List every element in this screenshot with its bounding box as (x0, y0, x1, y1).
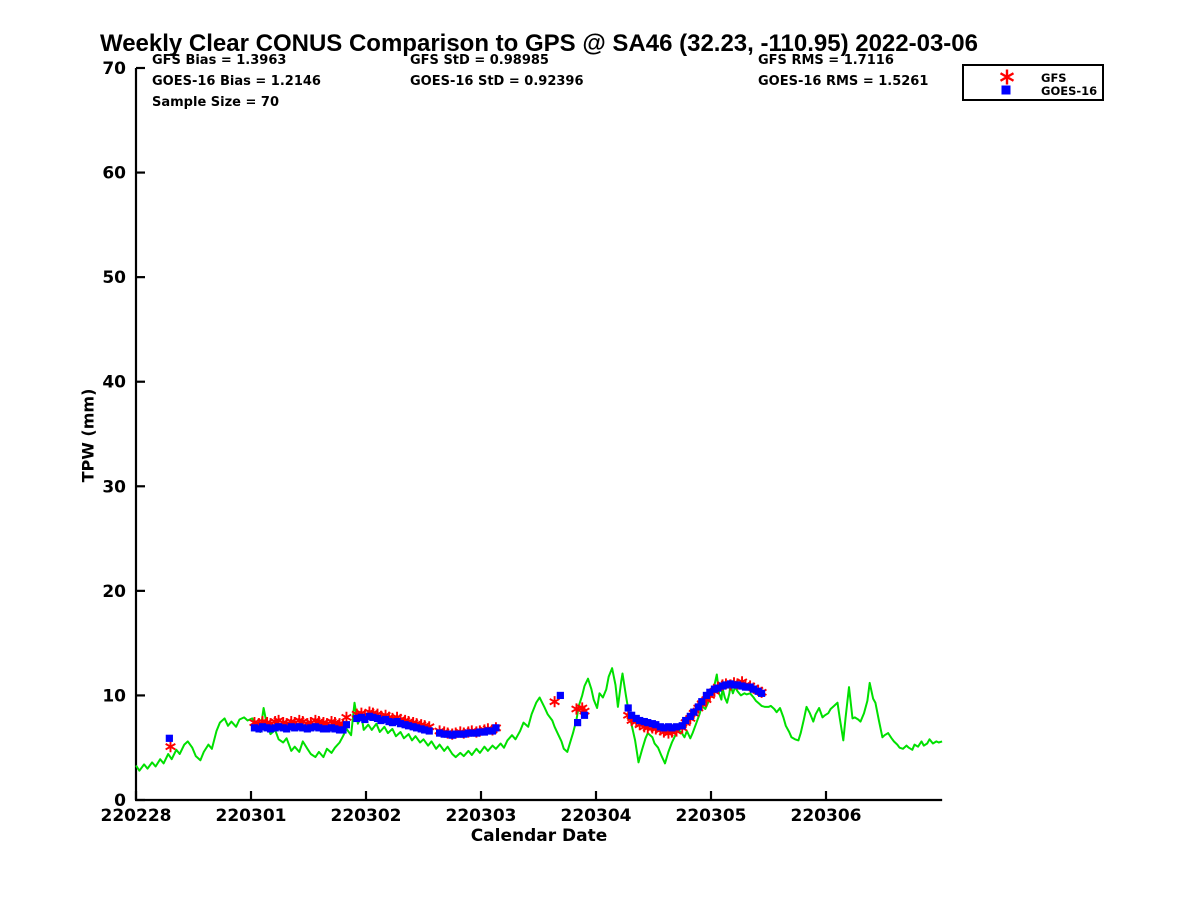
goes16-square-marker (668, 724, 676, 732)
y-tick-label: 70 (102, 59, 126, 79)
goes16-square-marker (706, 688, 714, 696)
stat-gfs-rms: GFS RMS = 1.7116 (758, 53, 894, 68)
x-tick-label: 220302 (331, 806, 402, 826)
goes16-square-marker (722, 681, 730, 689)
goes16-square-marker (636, 716, 644, 725)
x-tick-label: 220305 (676, 806, 747, 826)
goes16-square-marker (690, 708, 698, 716)
goes16-square-marker (733, 681, 742, 689)
goes16-square-marker (275, 723, 283, 731)
goes16-square-marker (574, 719, 582, 727)
x-tick-label: 220303 (446, 806, 517, 826)
goes16-square-marker (250, 724, 259, 732)
goes16-square-marker (749, 685, 758, 693)
goes16-square-marker (686, 712, 694, 720)
goes16-square-marker (331, 725, 339, 733)
stat-goes16-bias: GOES-16 Bias = 1.2146 (152, 74, 321, 89)
legend-gfs-asterisk-icon (999, 69, 1015, 85)
x-tick-label: 220306 (791, 806, 862, 826)
gps-line (135, 667, 943, 772)
y-tick-label: 0 (114, 791, 126, 811)
gfs-asterisk-marker (165, 741, 176, 753)
goes16-square-marker (165, 734, 173, 742)
goes16-square-marker (628, 711, 636, 719)
chart-title: Weekly Clear CONUS Comparison to GPS @ S… (99, 30, 978, 57)
goes16-square-marker (299, 724, 307, 732)
goes16-square-marker (660, 724, 668, 732)
x-tick-label: 220228 (101, 806, 172, 826)
goes16-square-marker (682, 716, 690, 725)
goes16-square-marker (672, 723, 681, 731)
goes16-square-marker (307, 724, 315, 732)
legend-label-goes16: GOES-16 (1041, 84, 1097, 98)
goes16-square-marker (644, 719, 652, 727)
y-tick-label: 10 (102, 686, 126, 706)
goes16-square-marker (678, 722, 686, 730)
goes16-square-marker (436, 729, 444, 737)
stat-gfs-bias: GFS Bias = 1.3963 (152, 53, 287, 68)
x-tick-label: 220301 (216, 806, 287, 826)
goes16-square-marker (396, 720, 405, 728)
legend-box (962, 64, 1104, 101)
goes16-square-marker (413, 724, 421, 732)
stat-gfs-std: GFS StD = 0.98985 (410, 53, 549, 68)
stat-sample-size: Sample Size = 70 (152, 95, 280, 110)
goes16-square-marker (291, 724, 299, 732)
goes16-square-marker (421, 726, 429, 734)
goes16-square-marker (698, 698, 706, 706)
goes16-square-marker (388, 719, 397, 727)
x-tick-label: 220304 (561, 806, 632, 826)
gfs-asterisk-marker (549, 696, 560, 708)
goes16-square-marker (361, 715, 369, 724)
y-tick-label: 30 (102, 477, 126, 497)
goes16-square-marker (484, 727, 492, 735)
goes16-square-marker (694, 703, 702, 711)
y-tick-label: 40 (102, 373, 126, 393)
goes16-square-marker (369, 713, 377, 721)
goes16-square-marker (492, 724, 500, 732)
goes16-square-marker (556, 691, 564, 700)
goes16-square-marker (283, 725, 291, 733)
goes16-square-marker (741, 683, 750, 691)
goes16-square-marker (624, 704, 632, 712)
goes16-square-marker (476, 728, 484, 736)
goes16-square-marker (342, 721, 351, 729)
goes16-square-marker (266, 725, 275, 733)
goes16-square-marker (404, 722, 413, 730)
y-axis-label: TPW (mm) (78, 388, 98, 483)
x-axis-label: Calendar Date (470, 826, 608, 846)
goes16-square-marker (580, 711, 589, 719)
goes16-square-marker (377, 716, 385, 725)
goes16-square-marker (444, 730, 452, 738)
legend-goes16-square-icon (1001, 85, 1011, 95)
goes16-square-marker (652, 721, 660, 729)
y-tick-label: 60 (102, 164, 126, 184)
y-tick-label: 50 (102, 268, 126, 288)
goes16-square-marker (758, 689, 766, 697)
goes16-square-marker (452, 730, 460, 738)
goes16-square-marker (425, 727, 433, 735)
legend-label-gfs: GFS (1041, 71, 1067, 85)
goes16-square-marker (339, 726, 347, 734)
goes16-square-marker (323, 725, 331, 733)
goes16-square-marker (353, 714, 361, 723)
goes16-square-marker (258, 723, 267, 731)
stat-goes16-rms: GOES-16 RMS = 1.5261 (758, 74, 929, 89)
goes16-square-marker (460, 730, 468, 738)
stat-goes16-std: GOES-16 StD = 0.92396 (410, 74, 584, 89)
y-tick-label: 20 (102, 582, 126, 602)
goes16-square-marker (714, 684, 722, 692)
goes16-square-marker (468, 729, 476, 737)
goes16-square-marker (315, 724, 323, 732)
